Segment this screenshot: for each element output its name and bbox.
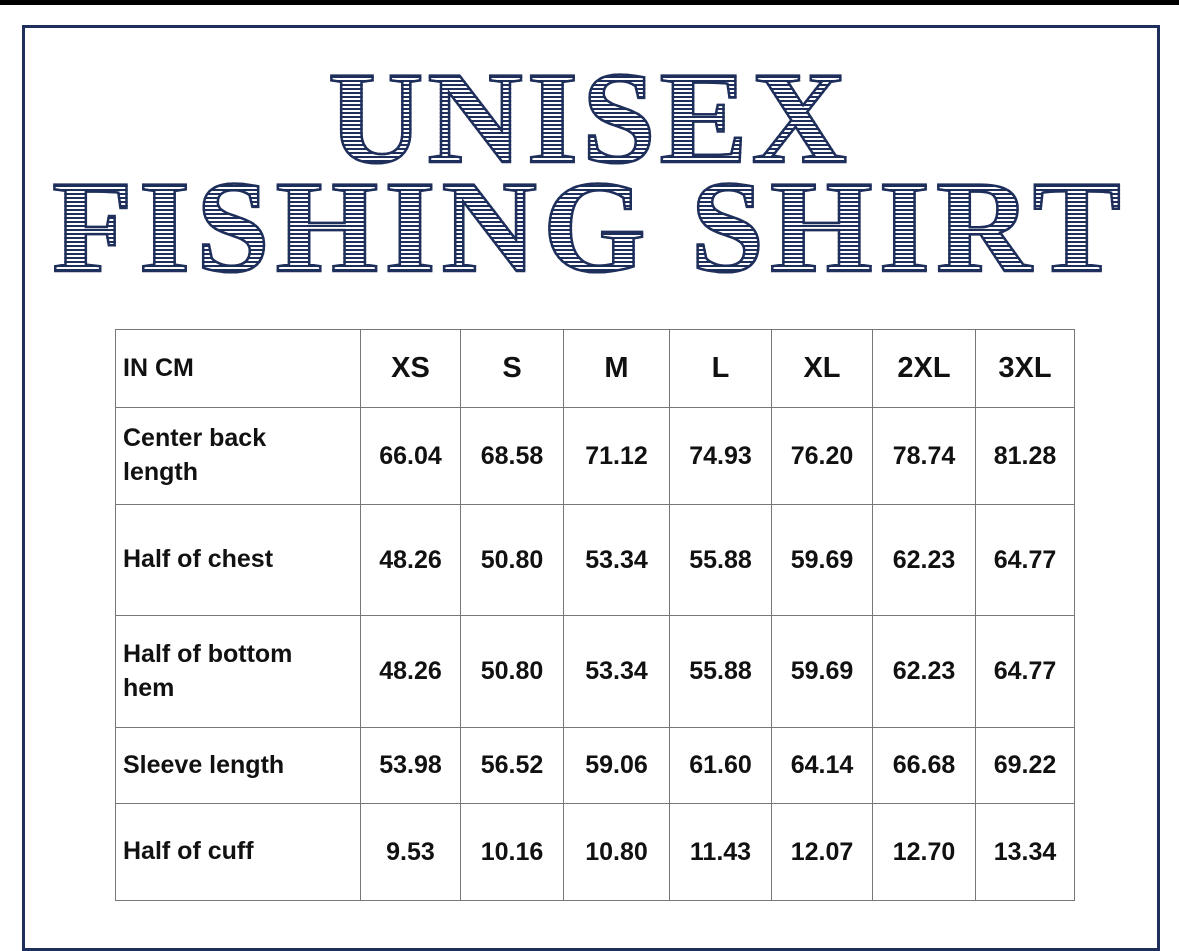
- table-row: Half of bottom hem 48.26 50.80 53.34 55.88 59…: [115, 615, 1075, 728]
- table-cell: 48.26: [360, 615, 461, 728]
- size-header-xl: XL: [771, 329, 873, 408]
- size-header-3xl: 3XL: [975, 329, 1075, 408]
- top-bar: [0, 0, 1179, 5]
- table-cell: 11.43: [669, 803, 772, 901]
- table-cell: 71.12: [563, 407, 670, 505]
- table-cell: 64.14: [771, 727, 873, 804]
- table-cell: 10.80: [563, 803, 670, 901]
- table-cell: 56.52: [460, 727, 564, 804]
- table-cell: 59.69: [771, 615, 873, 728]
- table-cell: 76.20: [771, 407, 873, 505]
- table-cell: 53.34: [563, 615, 670, 728]
- table-cell: 50.80: [460, 615, 564, 728]
- table-cell: 74.93: [669, 407, 772, 505]
- table-cell: 55.88: [669, 615, 772, 728]
- table-cell: 59.06: [563, 727, 670, 804]
- table-cell: 13.34: [975, 803, 1075, 901]
- table-cell: 81.28: [975, 407, 1075, 505]
- table-cell: 53.98: [360, 727, 461, 804]
- size-chart-table: IN CM XS S M L XL 2XL 3XL Center back length 66…: [115, 329, 1075, 901]
- table-cell: 12.70: [872, 803, 976, 901]
- table-cell: 12.07: [771, 803, 873, 901]
- table-cell: 66.68: [872, 727, 976, 804]
- table-cell: 53.34: [563, 504, 670, 616]
- size-header-l: L: [669, 329, 772, 408]
- table-cell: 10.16: [460, 803, 564, 901]
- table-row: Center back length 66.04 68.58 71.12 74.93 76…: [115, 407, 1075, 505]
- size-header-s: S: [460, 329, 564, 408]
- table-cell: 9.53: [360, 803, 461, 901]
- row-label: Half of cuff: [115, 803, 361, 901]
- size-header-xs: XS: [360, 329, 461, 408]
- row-label: Half of chest: [115, 504, 361, 616]
- table-cell: 59.69: [771, 504, 873, 616]
- table-cell: 78.74: [872, 407, 976, 505]
- table-cell: 68.58: [460, 407, 564, 505]
- header-row: IN CM XS S M L XL 2XL 3XL: [115, 329, 1075, 408]
- table-cell: 50.80: [460, 504, 564, 616]
- row-label: Half of bottom hem: [115, 615, 361, 728]
- size-header-2xl: 2XL: [872, 329, 976, 408]
- row-label: Center back length: [115, 407, 361, 505]
- table-cell: 62.23: [872, 615, 976, 728]
- table-cell: 64.77: [975, 504, 1075, 616]
- unit-header: IN CM: [115, 329, 361, 408]
- table-cell: 48.26: [360, 504, 461, 616]
- table-row: Sleeve length 53.98 56.52 59.06 61.60 64.14 66…: [115, 727, 1075, 804]
- table-cell: 55.88: [669, 504, 772, 616]
- table-row: Half of cuff 9.53 10.16 10.80 11.43 12.07 12.7…: [115, 803, 1075, 901]
- table-cell: 64.77: [975, 615, 1075, 728]
- row-label: Sleeve length: [115, 727, 361, 804]
- table-cell: 61.60: [669, 727, 772, 804]
- table-cell: 66.04: [360, 407, 461, 505]
- size-header-m: M: [563, 329, 670, 408]
- table-cell: 69.22: [975, 727, 1075, 804]
- table-cell: 62.23: [872, 504, 976, 616]
- title-line-2: FISHING SHIRT: [0, 159, 1179, 294]
- table-row: Half of chest 48.26 50.80 53.34 55.88 59.69 62…: [115, 504, 1075, 616]
- title-line-1: UNISEX: [0, 50, 1179, 185]
